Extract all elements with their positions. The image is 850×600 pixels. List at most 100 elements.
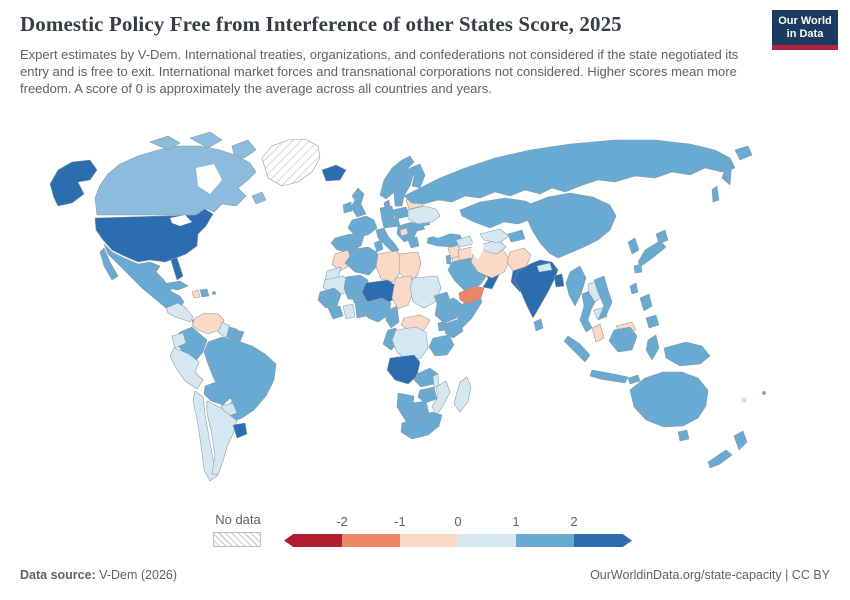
country-cuba[interactable]	[161, 280, 189, 291]
country-uzbekistan[interactable]	[479, 228, 510, 244]
country-uk[interactable]	[350, 187, 367, 218]
legend-no-data[interactable]: No data	[213, 512, 263, 547]
country-timor[interactable]	[627, 374, 641, 385]
country-ukraine[interactable]	[407, 205, 441, 225]
country-kazakhstan[interactable]	[459, 197, 539, 229]
country-vietnam[interactable]	[593, 275, 613, 321]
country-taiwan[interactable]	[629, 282, 639, 295]
legend-segment[interactable]	[342, 534, 400, 547]
country-ethiopia[interactable]	[434, 297, 465, 324]
country-algeria[interactable]	[344, 246, 379, 276]
legend-segment[interactable]	[574, 534, 632, 547]
country-australia[interactable]	[629, 371, 709, 428]
country-bosnia[interactable]	[399, 227, 409, 237]
country-malawi[interactable]	[432, 373, 440, 388]
country-japan[interactable]	[633, 263, 643, 274]
country-greece[interactable]	[407, 236, 420, 249]
country-sierra-leone-liberia[interactable]	[327, 305, 344, 320]
country-brazil[interactable]	[203, 336, 277, 422]
country-philippines[interactable]	[645, 314, 660, 329]
country-bolivia[interactable]	[203, 380, 232, 406]
country-myanmar[interactable]	[565, 265, 587, 307]
country-madagascar[interactable]	[453, 376, 472, 413]
legend-segment[interactable]	[284, 534, 342, 547]
country-japan[interactable]	[655, 229, 669, 245]
country-new-zealand[interactable]	[707, 449, 733, 469]
country-chad[interactable]	[391, 275, 415, 310]
country-angola[interactable]	[386, 354, 421, 385]
country-central-europe[interactable]	[381, 217, 401, 229]
country-india[interactable]	[513, 259, 559, 319]
country-philippines[interactable]	[639, 293, 653, 312]
country-ireland[interactable]	[342, 201, 353, 214]
country-indonesia-sumatra[interactable]	[563, 335, 591, 363]
country-new-zealand[interactable]	[733, 430, 748, 451]
country-indonesia-java[interactable]	[589, 369, 629, 384]
owid-logo[interactable]: Our World in Data	[772, 10, 838, 50]
country-new-guinea[interactable]	[663, 341, 711, 367]
country-florida[interactable]	[170, 257, 184, 281]
country-uganda[interactable]	[437, 320, 448, 332]
country-new-caledonia[interactable]	[741, 397, 747, 403]
country-germany[interactable]	[379, 205, 395, 221]
country-mexico[interactable]	[103, 243, 185, 312]
country-libya[interactable]	[375, 250, 403, 283]
country-alaska[interactable]	[49, 159, 98, 207]
country-arctic-islands[interactable]	[231, 139, 257, 159]
country-ivory-coast[interactable]	[342, 303, 356, 320]
country-greenland[interactable]	[261, 138, 321, 187]
country-yemen[interactable]	[458, 285, 485, 305]
country-uruguay[interactable]	[232, 422, 248, 439]
country-senegal-guinea[interactable]	[317, 287, 342, 309]
country-central-african-republic[interactable]	[400, 314, 431, 332]
country-nepal[interactable]	[536, 262, 553, 273]
country-chile[interactable]	[192, 390, 218, 482]
country-russia[interactable]	[403, 139, 736, 205]
country-israel-lebanon[interactable]	[445, 254, 452, 265]
country-central-america[interactable]	[165, 302, 194, 323]
country-sakhalin[interactable]	[711, 185, 720, 203]
country-peru[interactable]	[169, 347, 204, 390]
country-poland[interactable]	[391, 206, 411, 220]
country-france[interactable]	[347, 215, 378, 238]
country-mongolia[interactable]	[553, 195, 606, 217]
country-chukotka[interactable]	[734, 145, 753, 161]
country-canada[interactable]	[94, 145, 257, 216]
no-data-swatch[interactable]	[213, 532, 261, 547]
country-zimbabwe[interactable]	[417, 386, 438, 404]
country-sri-lanka[interactable]	[533, 318, 544, 332]
legend-segment[interactable]	[516, 534, 574, 547]
country-norway[interactable]	[379, 155, 415, 200]
country-kyrgyzstan-tajikistan[interactable]	[507, 229, 526, 243]
country-cameroon[interactable]	[385, 305, 400, 329]
country-kenya[interactable]	[444, 318, 464, 339]
country-newfoundland[interactable]	[251, 191, 267, 205]
country-tasmania[interactable]	[677, 429, 690, 442]
country-korea[interactable]	[627, 237, 640, 255]
country-arctic-islands[interactable]	[189, 131, 223, 149]
country-egypt[interactable]	[398, 251, 422, 283]
country-argentina[interactable]	[206, 400, 238, 476]
country-haiti[interactable]	[191, 289, 201, 299]
country-tanzania[interactable]	[428, 334, 455, 357]
legend-segment[interactable]	[458, 534, 516, 547]
country-malaysia[interactable]	[591, 323, 605, 343]
country-drc[interactable]	[391, 326, 429, 362]
country-tunisia[interactable]	[373, 239, 384, 253]
footer-link[interactable]: OurWorldinData.org/state-capacity | CC B…	[590, 568, 830, 582]
country-sudan[interactable]	[409, 275, 442, 309]
country-japan[interactable]	[637, 240, 667, 267]
country-baja-california[interactable]	[99, 247, 119, 281]
country-south-africa[interactable]	[400, 411, 443, 440]
country-indonesia-kalimantan[interactable]	[608, 326, 638, 353]
country-kamchatka[interactable]	[721, 154, 733, 186]
country-fiji[interactable]	[762, 391, 766, 395]
legend-segment[interactable]	[400, 534, 458, 547]
country-nigeria[interactable]	[362, 297, 392, 323]
country-sweden[interactable]	[393, 167, 415, 207]
country-bangladesh[interactable]	[553, 273, 565, 288]
country-indonesia-sulawesi[interactable]	[645, 334, 660, 361]
country-iceland[interactable]	[321, 164, 347, 182]
country-puerto-rico[interactable]	[212, 291, 216, 295]
country-arctic-islands[interactable]	[149, 135, 181, 151]
